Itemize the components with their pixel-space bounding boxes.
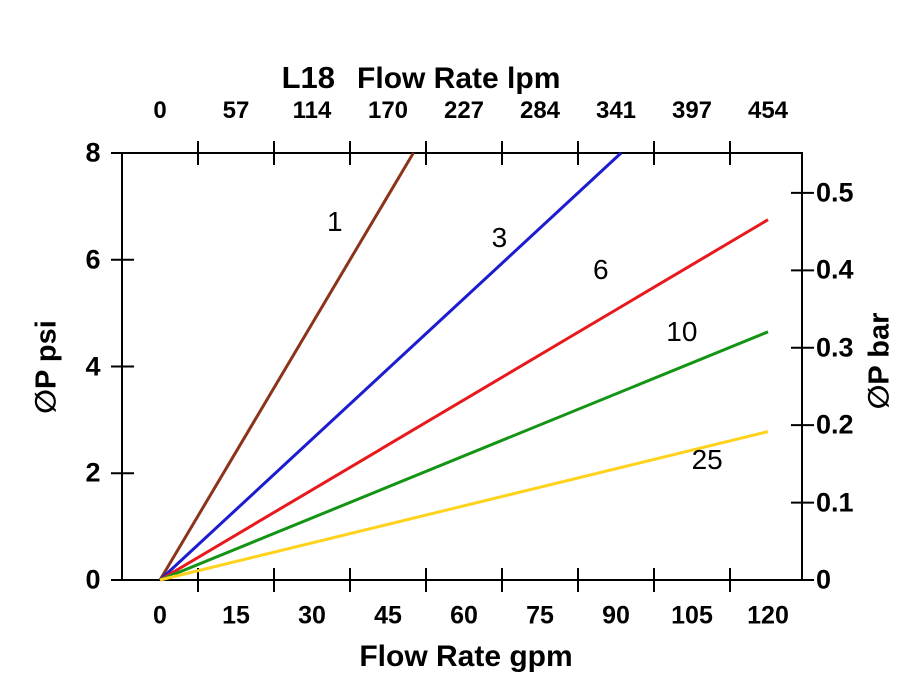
y-right-tick-label: 0 [816,564,832,595]
y-left-tick-label: 8 [85,137,101,168]
left-axis-title: ∅P psi [30,320,63,414]
x-top-tick-label: 0 [153,97,167,124]
y-left-tick-label: 2 [85,457,101,488]
y-right-tick-label: 0.1 [816,487,854,518]
y-right-tick-label: 0.2 [816,409,854,440]
x-top-tick-label: 284 [519,97,561,124]
y-right-tick-label: 0.3 [816,332,854,363]
x-top-tick-label: 57 [222,97,250,124]
series-line-25 [159,430,769,582]
model-label: L18 [281,60,336,95]
series-label-10: 10 [666,315,698,347]
x-bottom-tick-label: 45 [374,601,402,630]
y-left-tick-label: 4 [85,351,101,381]
right-axis-title: ∅P bar [863,312,896,410]
y-right-tick-label: 0.5 [816,177,854,208]
x-top-tick-label: 454 [747,97,789,124]
x-top-tick-label: 341 [595,97,637,124]
x-bottom-tick-label: 0 [153,601,167,630]
plot-frame [121,152,803,581]
x-bottom-tick-label: 60 [450,601,478,630]
x-top-tick-label: 114 [292,97,332,124]
x-bottom-tick-label: 15 [222,601,250,630]
series-line-6 [159,218,769,582]
y-left-tick-label: 6 [85,244,101,275]
bottom-axis-title: Flow Rate gpm [359,640,573,673]
series-line-1 [158,152,415,581]
x-bottom-tick-label: 90 [602,601,630,630]
top-axis-title: Flow Rate lpm [357,62,561,95]
x-top-tick-label: 227 [443,97,485,124]
x-top-tick-label: 397 [671,97,713,124]
series-label-1: 1 [327,206,343,238]
series-line-3 [158,151,623,582]
series-label-6: 6 [593,254,609,286]
x-top-tick-label: 170 [367,97,409,124]
series-label-25: 25 [691,443,723,475]
x-bottom-tick-label: 120 [747,601,789,630]
y-right-tick-label: 0.4 [816,254,854,285]
x-bottom-tick-label: 30 [298,601,326,630]
chart-title: L18 Flow Rate lpm [282,60,561,96]
series-label-3: 3 [491,222,508,254]
series-line-10 [159,330,769,582]
x-bottom-tick-label: 105 [671,601,713,630]
x-bottom-tick-label: 75 [526,601,554,630]
y-left-tick-label: 0 [85,564,101,595]
